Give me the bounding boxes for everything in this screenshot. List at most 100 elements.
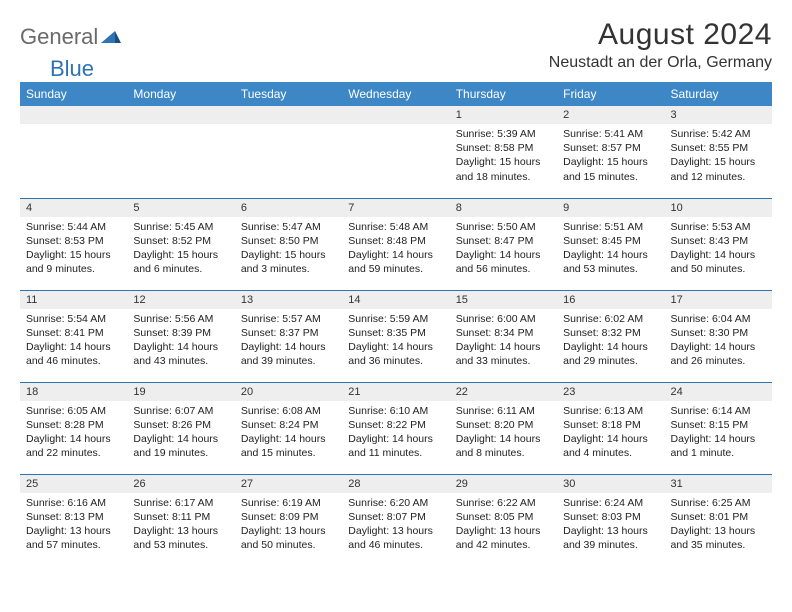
day-body: Sunrise: 5:41 AMSunset: 8:57 PMDaylight:… bbox=[557, 124, 664, 188]
day-number: 27 bbox=[235, 475, 342, 493]
day-body: Sunrise: 6:13 AMSunset: 8:18 PMDaylight:… bbox=[557, 401, 664, 465]
day-number bbox=[20, 106, 127, 124]
calendar-day-cell: 15Sunrise: 6:00 AMSunset: 8:34 PMDayligh… bbox=[450, 290, 557, 382]
logo-mark-icon bbox=[101, 27, 121, 48]
daylight-line: Daylight: 15 hours and 12 minutes. bbox=[671, 155, 766, 183]
calendar-week-row: 1Sunrise: 5:39 AMSunset: 8:58 PMDaylight… bbox=[20, 106, 772, 198]
calendar-day-cell: 26Sunrise: 6:17 AMSunset: 8:11 PMDayligh… bbox=[127, 474, 234, 566]
day-number: 18 bbox=[20, 383, 127, 401]
sunrise-line: Sunrise: 6:04 AM bbox=[671, 312, 766, 326]
calendar-day-cell: 9Sunrise: 5:51 AMSunset: 8:45 PMDaylight… bbox=[557, 198, 664, 290]
weekday-header: Tuesday bbox=[235, 82, 342, 106]
weekday-header: Friday bbox=[557, 82, 664, 106]
sunrise-line: Sunrise: 6:24 AM bbox=[563, 496, 658, 510]
daylight-line: Daylight: 14 hours and 50 minutes. bbox=[671, 248, 766, 276]
sunset-line: Sunset: 8:22 PM bbox=[348, 418, 443, 432]
day-body: Sunrise: 5:42 AMSunset: 8:55 PMDaylight:… bbox=[665, 124, 772, 188]
daylight-line: Daylight: 13 hours and 42 minutes. bbox=[456, 524, 551, 552]
sunset-line: Sunset: 8:50 PM bbox=[241, 234, 336, 248]
day-number: 20 bbox=[235, 383, 342, 401]
daylight-line: Daylight: 14 hours and 22 minutes. bbox=[26, 432, 121, 460]
calendar-day-cell: 22Sunrise: 6:11 AMSunset: 8:20 PMDayligh… bbox=[450, 382, 557, 474]
daylight-line: Daylight: 15 hours and 18 minutes. bbox=[456, 155, 551, 183]
daylight-line: Daylight: 13 hours and 46 minutes. bbox=[348, 524, 443, 552]
sunset-line: Sunset: 8:24 PM bbox=[241, 418, 336, 432]
sunrise-line: Sunrise: 5:51 AM bbox=[563, 220, 658, 234]
daylight-line: Daylight: 14 hours and 19 minutes. bbox=[133, 432, 228, 460]
weekday-header-row: Sunday Monday Tuesday Wednesday Thursday… bbox=[20, 82, 772, 106]
location: Neustadt an der Orla, Germany bbox=[549, 54, 772, 72]
sunrise-line: Sunrise: 5:44 AM bbox=[26, 220, 121, 234]
daylight-line: Daylight: 13 hours and 35 minutes. bbox=[671, 524, 766, 552]
day-body: Sunrise: 5:56 AMSunset: 8:39 PMDaylight:… bbox=[127, 309, 234, 373]
sunrise-line: Sunrise: 5:54 AM bbox=[26, 312, 121, 326]
daylight-line: Daylight: 14 hours and 4 minutes. bbox=[563, 432, 658, 460]
day-number: 8 bbox=[450, 199, 557, 217]
daylight-line: Daylight: 14 hours and 29 minutes. bbox=[563, 340, 658, 368]
sunset-line: Sunset: 8:45 PM bbox=[563, 234, 658, 248]
day-body: Sunrise: 6:04 AMSunset: 8:30 PMDaylight:… bbox=[665, 309, 772, 373]
day-number: 14 bbox=[342, 291, 449, 309]
day-number: 4 bbox=[20, 199, 127, 217]
logo-text-general: General bbox=[20, 24, 98, 50]
sunset-line: Sunset: 8:37 PM bbox=[241, 326, 336, 340]
sunrise-line: Sunrise: 6:17 AM bbox=[133, 496, 228, 510]
sunset-line: Sunset: 8:11 PM bbox=[133, 510, 228, 524]
sunrise-line: Sunrise: 6:16 AM bbox=[26, 496, 121, 510]
day-body: Sunrise: 6:10 AMSunset: 8:22 PMDaylight:… bbox=[342, 401, 449, 465]
calendar-day-cell: 6Sunrise: 5:47 AMSunset: 8:50 PMDaylight… bbox=[235, 198, 342, 290]
day-number: 23 bbox=[557, 383, 664, 401]
calendar-day-cell: 10Sunrise: 5:53 AMSunset: 8:43 PMDayligh… bbox=[665, 198, 772, 290]
day-number: 21 bbox=[342, 383, 449, 401]
day-number: 24 bbox=[665, 383, 772, 401]
day-body: Sunrise: 6:02 AMSunset: 8:32 PMDaylight:… bbox=[557, 309, 664, 373]
calendar-page: General August 2024 Neustadt an der Orla… bbox=[0, 0, 792, 576]
daylight-line: Daylight: 15 hours and 6 minutes. bbox=[133, 248, 228, 276]
sunset-line: Sunset: 8:55 PM bbox=[671, 141, 766, 155]
calendar-day-cell: 5Sunrise: 5:45 AMSunset: 8:52 PMDaylight… bbox=[127, 198, 234, 290]
day-body: Sunrise: 6:00 AMSunset: 8:34 PMDaylight:… bbox=[450, 309, 557, 373]
calendar-day-cell: 12Sunrise: 5:56 AMSunset: 8:39 PMDayligh… bbox=[127, 290, 234, 382]
daylight-line: Daylight: 14 hours and 8 minutes. bbox=[456, 432, 551, 460]
day-body: Sunrise: 6:20 AMSunset: 8:07 PMDaylight:… bbox=[342, 493, 449, 557]
calendar-week-row: 11Sunrise: 5:54 AMSunset: 8:41 PMDayligh… bbox=[20, 290, 772, 382]
daylight-line: Daylight: 13 hours and 50 minutes. bbox=[241, 524, 336, 552]
sunrise-line: Sunrise: 6:00 AM bbox=[456, 312, 551, 326]
day-body: Sunrise: 5:51 AMSunset: 8:45 PMDaylight:… bbox=[557, 217, 664, 281]
day-number: 25 bbox=[20, 475, 127, 493]
sunrise-line: Sunrise: 6:05 AM bbox=[26, 404, 121, 418]
sunrise-line: Sunrise: 5:48 AM bbox=[348, 220, 443, 234]
day-number: 30 bbox=[557, 475, 664, 493]
sunset-line: Sunset: 8:53 PM bbox=[26, 234, 121, 248]
title-block: August 2024 Neustadt an der Orla, German… bbox=[549, 18, 772, 72]
day-body: Sunrise: 6:24 AMSunset: 8:03 PMDaylight:… bbox=[557, 493, 664, 557]
daylight-line: Daylight: 13 hours and 53 minutes. bbox=[133, 524, 228, 552]
daylight-line: Daylight: 14 hours and 46 minutes. bbox=[26, 340, 121, 368]
day-number: 3 bbox=[665, 106, 772, 124]
calendar-day-cell: 18Sunrise: 6:05 AMSunset: 8:28 PMDayligh… bbox=[20, 382, 127, 474]
daylight-line: Daylight: 14 hours and 39 minutes. bbox=[241, 340, 336, 368]
sunrise-line: Sunrise: 6:11 AM bbox=[456, 404, 551, 418]
day-body: Sunrise: 5:50 AMSunset: 8:47 PMDaylight:… bbox=[450, 217, 557, 281]
day-number: 28 bbox=[342, 475, 449, 493]
weekday-header: Sunday bbox=[20, 82, 127, 106]
sunrise-line: Sunrise: 6:25 AM bbox=[671, 496, 766, 510]
day-number: 6 bbox=[235, 199, 342, 217]
calendar-day-cell bbox=[342, 106, 449, 198]
calendar-day-cell: 3Sunrise: 5:42 AMSunset: 8:55 PMDaylight… bbox=[665, 106, 772, 198]
calendar-day-cell: 7Sunrise: 5:48 AMSunset: 8:48 PMDaylight… bbox=[342, 198, 449, 290]
day-body: Sunrise: 6:07 AMSunset: 8:26 PMDaylight:… bbox=[127, 401, 234, 465]
sunrise-line: Sunrise: 6:08 AM bbox=[241, 404, 336, 418]
daylight-line: Daylight: 14 hours and 36 minutes. bbox=[348, 340, 443, 368]
daylight-line: Daylight: 14 hours and 33 minutes. bbox=[456, 340, 551, 368]
calendar-day-cell: 31Sunrise: 6:25 AMSunset: 8:01 PMDayligh… bbox=[665, 474, 772, 566]
day-number: 15 bbox=[450, 291, 557, 309]
day-body: Sunrise: 6:14 AMSunset: 8:15 PMDaylight:… bbox=[665, 401, 772, 465]
sunrise-line: Sunrise: 5:39 AM bbox=[456, 127, 551, 141]
day-body: Sunrise: 6:17 AMSunset: 8:11 PMDaylight:… bbox=[127, 493, 234, 557]
month-title: August 2024 bbox=[549, 18, 772, 52]
daylight-line: Daylight: 15 hours and 9 minutes. bbox=[26, 248, 121, 276]
calendar-day-cell: 27Sunrise: 6:19 AMSunset: 8:09 PMDayligh… bbox=[235, 474, 342, 566]
day-body: Sunrise: 5:53 AMSunset: 8:43 PMDaylight:… bbox=[665, 217, 772, 281]
calendar-week-row: 18Sunrise: 6:05 AMSunset: 8:28 PMDayligh… bbox=[20, 382, 772, 474]
